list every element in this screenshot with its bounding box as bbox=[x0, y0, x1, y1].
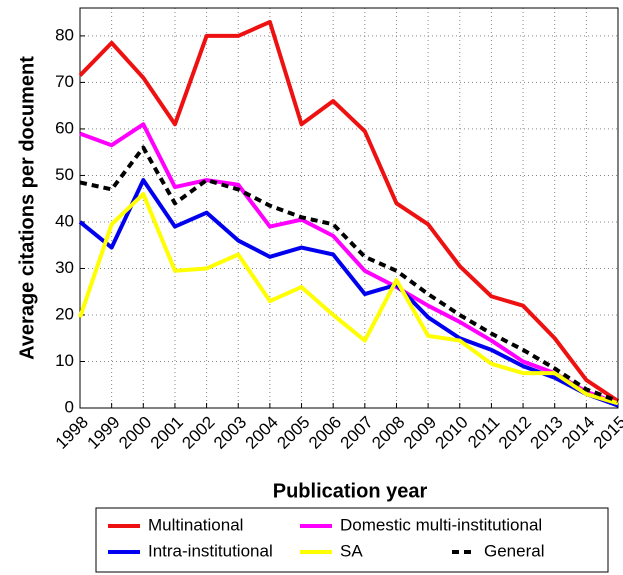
legend-label: Intra-institutional bbox=[148, 541, 273, 560]
y-tick-label: 40 bbox=[55, 211, 74, 230]
x-tick-label: 2011 bbox=[464, 413, 503, 452]
y-tick-label: 50 bbox=[55, 165, 74, 184]
x-tick-label: 2006 bbox=[305, 413, 345, 453]
x-tick-label: 2002 bbox=[178, 413, 218, 453]
y-tick-label: 0 bbox=[65, 397, 74, 416]
y-tick-label: 30 bbox=[55, 258, 74, 277]
x-tick-label: 2008 bbox=[368, 413, 408, 453]
x-tick-label: 2003 bbox=[210, 413, 250, 453]
x-axis-title: Publication year bbox=[273, 480, 428, 502]
y-tick-label: 20 bbox=[55, 304, 74, 323]
line-series bbox=[79, 145, 619, 403]
line-series bbox=[78, 192, 619, 406]
x-tick-label: 2007 bbox=[337, 413, 377, 453]
x-tick-label: 2004 bbox=[242, 413, 282, 453]
y-tick-label: 70 bbox=[55, 72, 74, 91]
y-tick-label: 10 bbox=[55, 351, 74, 370]
legend-label: SA bbox=[340, 541, 363, 560]
legend-label: Domestic multi-institutional bbox=[340, 515, 542, 534]
line-series bbox=[78, 178, 619, 408]
x-tick-label: 1998 bbox=[52, 413, 92, 453]
y-axis-title: Average citations per document bbox=[16, 56, 38, 360]
y-tick-label: 80 bbox=[55, 25, 74, 44]
x-tick-label: 1999 bbox=[83, 413, 123, 453]
legend-label: Multinational bbox=[148, 515, 243, 534]
legend-label: General bbox=[484, 541, 544, 560]
x-tick-label: 2001 bbox=[147, 413, 187, 453]
x-tick-label: 2012 bbox=[495, 413, 535, 453]
x-tick-label: 2013 bbox=[527, 413, 567, 453]
x-tick-label: 2005 bbox=[273, 413, 313, 453]
x-tick-label: 2000 bbox=[115, 413, 155, 453]
x-tick-label: 2010 bbox=[432, 413, 472, 453]
x-tick-label: 2009 bbox=[400, 413, 440, 453]
line-series bbox=[79, 122, 619, 406]
legend-box bbox=[95, 507, 609, 573]
plot-frame bbox=[79, 7, 619, 409]
y-tick-label: 60 bbox=[55, 118, 74, 137]
x-tick-label: 2014 bbox=[558, 413, 598, 453]
line-series bbox=[78, 19, 620, 403]
x-tick-label: 2015 bbox=[590, 413, 623, 453]
